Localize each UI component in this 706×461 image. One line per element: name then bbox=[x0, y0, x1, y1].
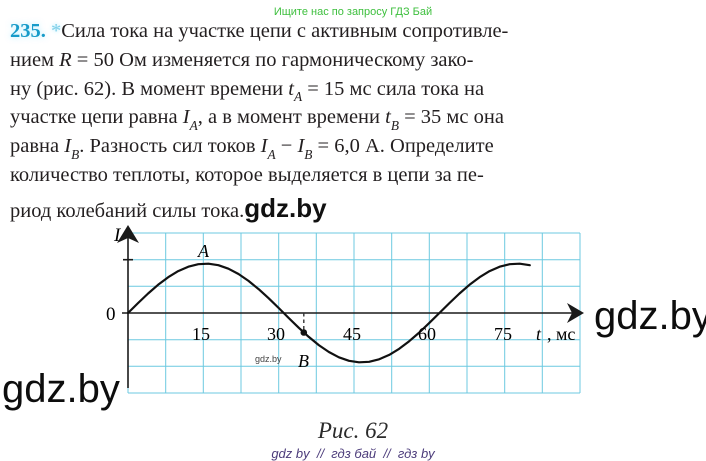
svg-text:B: B bbox=[298, 351, 309, 371]
svg-text:15: 15 bbox=[192, 324, 210, 344]
svg-text:45: 45 bbox=[343, 324, 361, 344]
svg-text:t: t bbox=[536, 324, 542, 344]
svg-text:30: 30 bbox=[267, 324, 285, 344]
svg-text:, мс: , мс bbox=[547, 324, 575, 344]
svg-text:gdz.by: gdz.by bbox=[255, 354, 282, 364]
svg-text:I: I bbox=[113, 225, 122, 246]
svg-text:0: 0 bbox=[106, 304, 116, 325]
svg-text:60: 60 bbox=[418, 324, 436, 344]
svg-text:A: A bbox=[197, 241, 210, 261]
svg-text:75: 75 bbox=[494, 324, 512, 344]
